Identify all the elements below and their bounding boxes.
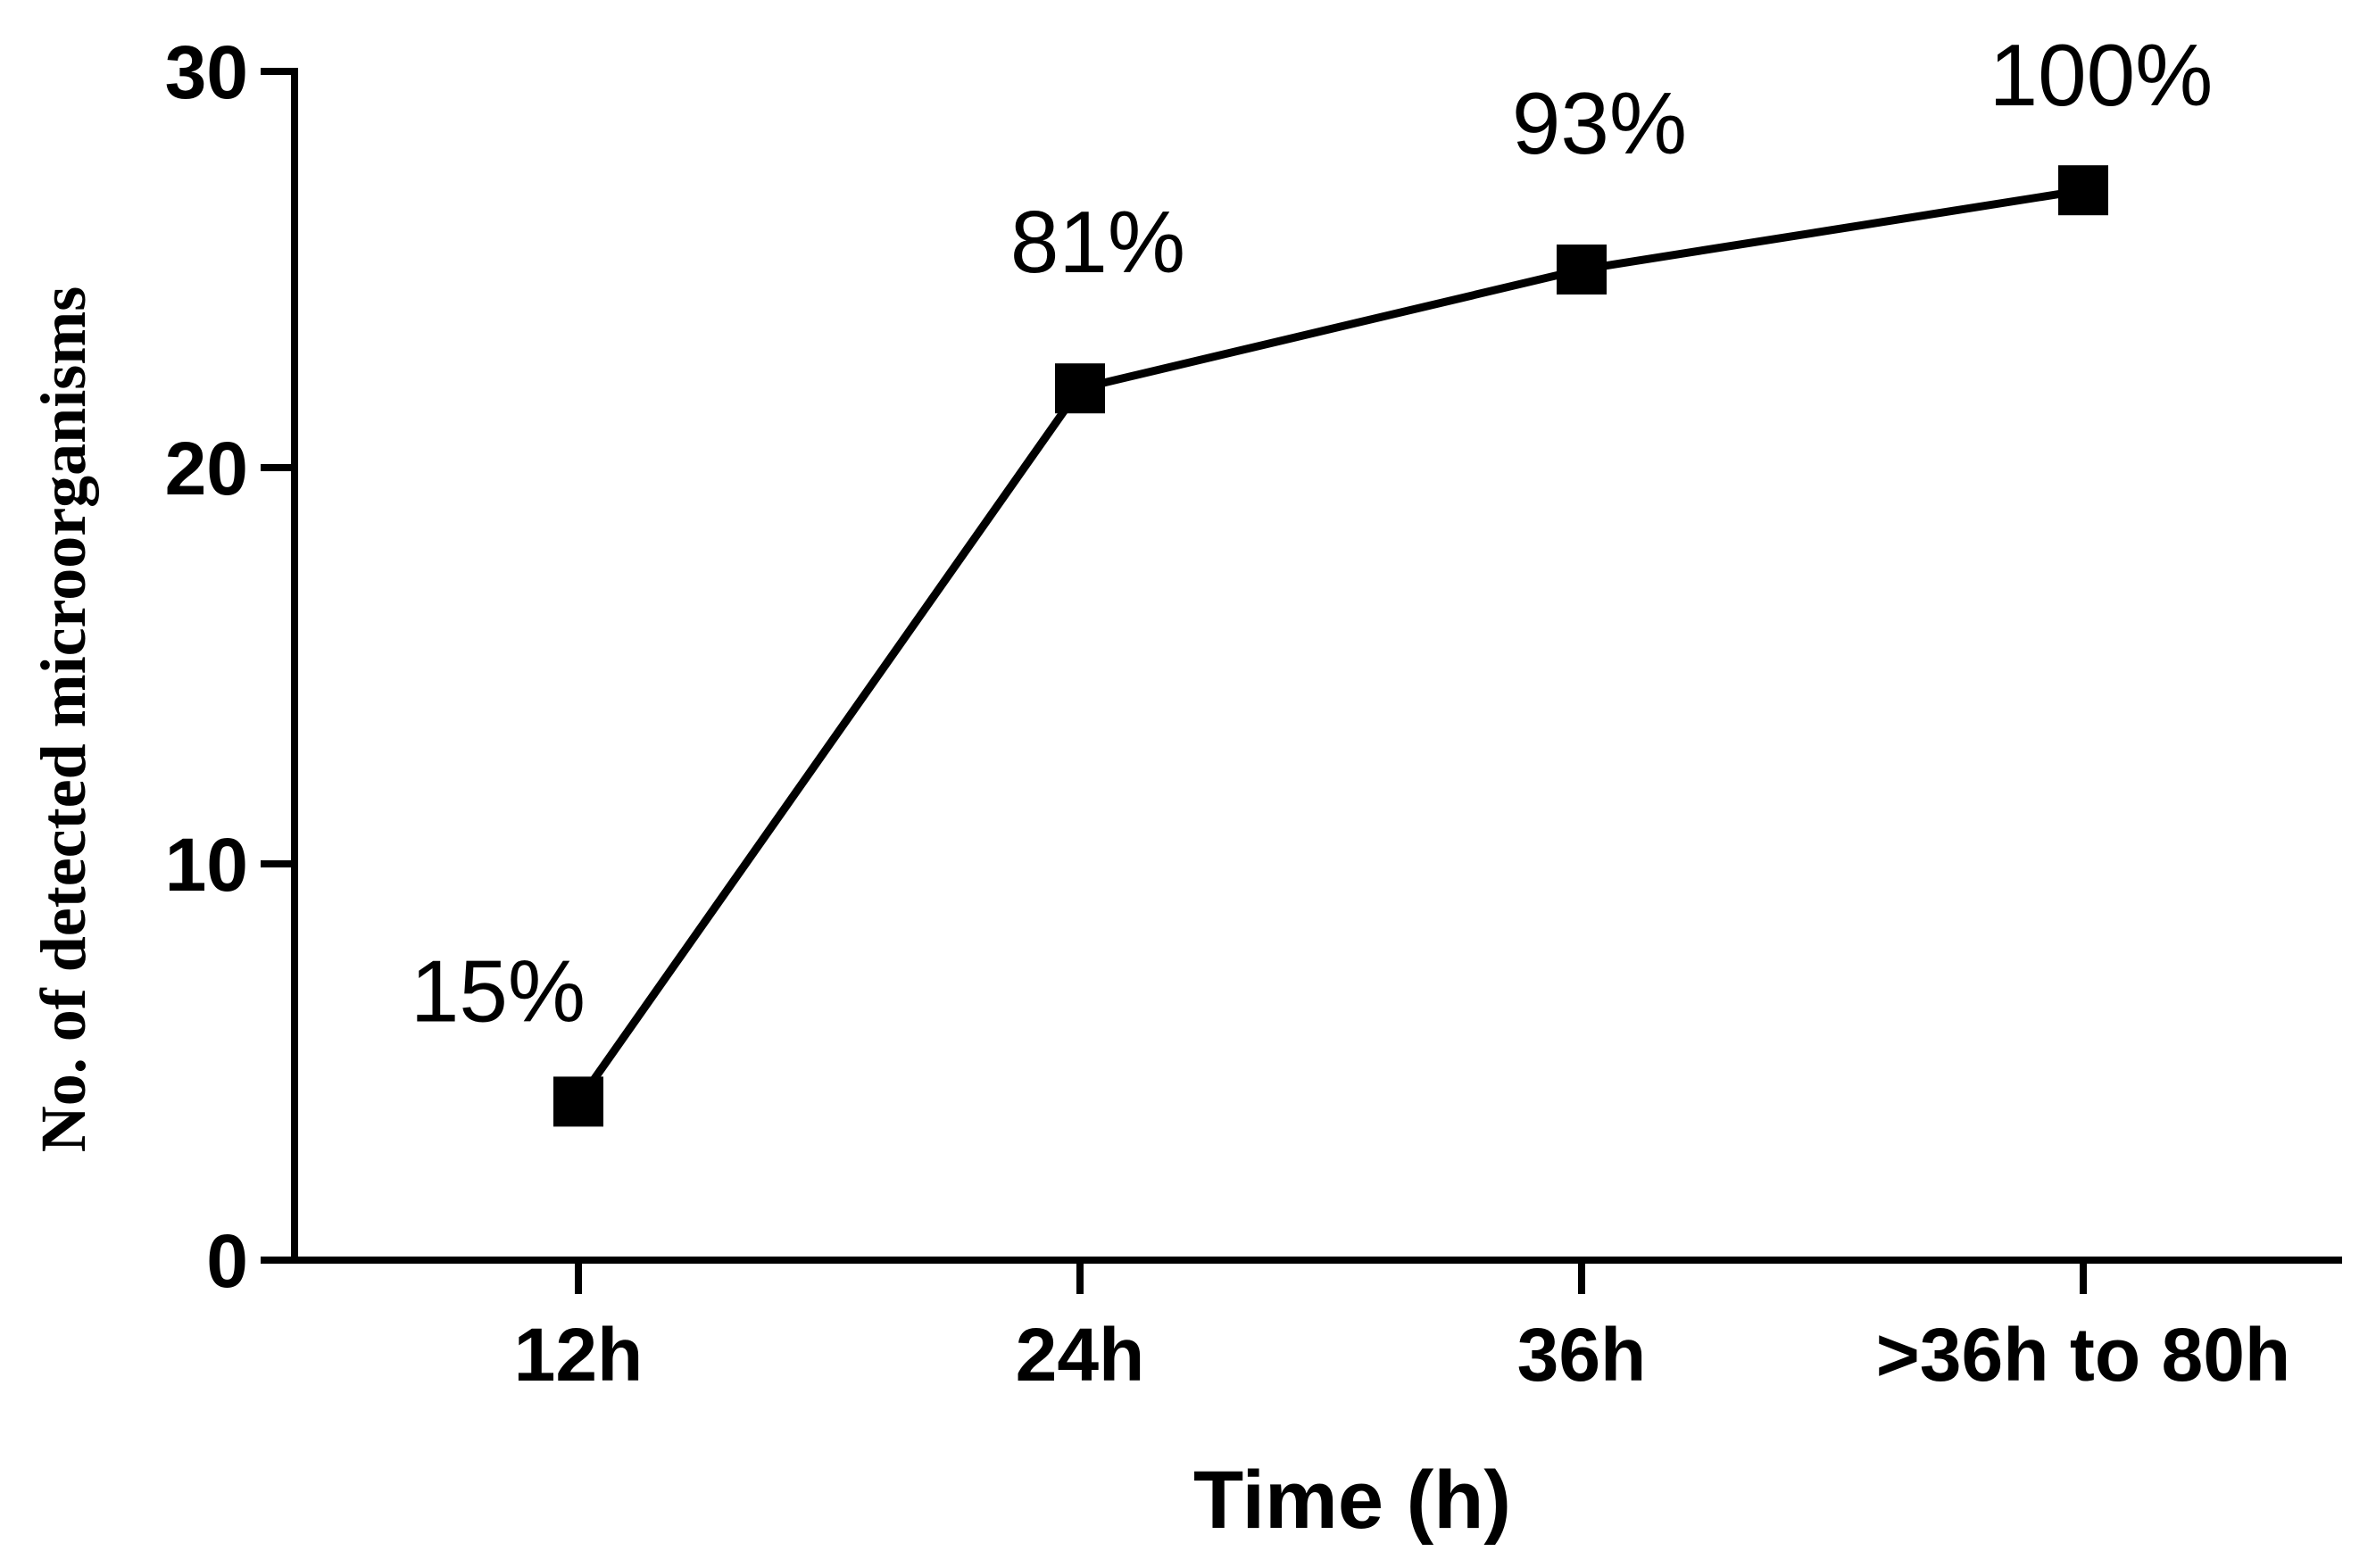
x-ticks: 12h 24h 36h >36h to 80h [514, 1260, 2291, 1397]
x-tick-label: >36h to 80h [1876, 1313, 2291, 1397]
data-point-marker [1557, 245, 1607, 295]
data-point-marker [2058, 165, 2108, 216]
series-line [575, 186, 2084, 1104]
y-ticks: 0 10 20 30 [165, 30, 295, 1303]
data-label: 100% [1990, 26, 2214, 124]
x-axis-label: Time (h) [1193, 1455, 1511, 1546]
x-tick-label: 36h [1517, 1313, 1647, 1397]
data-label: 15% [411, 942, 586, 1040]
y-axis-label: No. of detected microorganisms [28, 286, 99, 1152]
x-tick-label: 24h [1016, 1313, 1145, 1397]
y-tick-label: 30 [165, 30, 248, 114]
series: 15% 81% 93% 100% [411, 26, 2214, 1127]
data-label: 93% [1512, 74, 1687, 172]
axes [291, 68, 2342, 1264]
data-point-marker [553, 1076, 603, 1127]
x-tick-label: 12h [514, 1313, 644, 1397]
data-label: 81% [1010, 193, 1185, 291]
data-point-marker [1055, 363, 1105, 414]
y-tick-label: 20 [165, 427, 248, 510]
y-tick-label: 10 [165, 823, 248, 907]
y-tick-label: 0 [206, 1219, 248, 1303]
